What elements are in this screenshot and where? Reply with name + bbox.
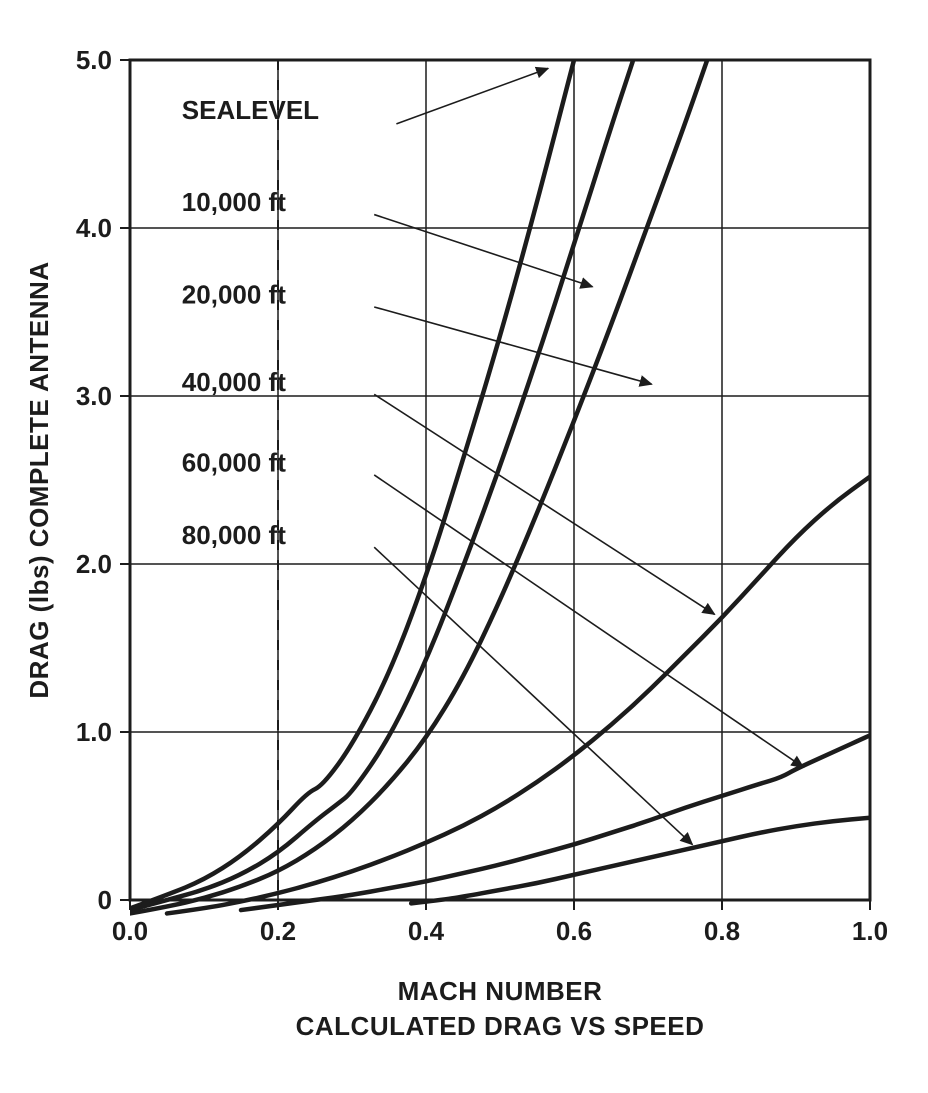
- y-tick-label: 0: [98, 885, 112, 915]
- x-tick-label: 0.0: [112, 916, 148, 946]
- x-tick-label: 1.0: [852, 916, 888, 946]
- x-axis-title-2: CALCULATED DRAG VS SPEED: [296, 1011, 705, 1041]
- chart-svg: 0 1.0 2.0 3.0 4.0 5.0 0.0 0.2 0.4 0.6 0.8 1.0 SEALEV…: [0, 0, 928, 1093]
- series-label-SEALEVEL: SEALEVEL: [182, 95, 319, 125]
- series-arrow-SEALEVEL: [396, 68, 548, 123]
- series-arrow-10000ft: [374, 215, 592, 287]
- series-80000ft: [411, 818, 870, 904]
- series-label-40000ft: 40,000 ft: [182, 367, 286, 397]
- series-arrow-60000ft: [374, 475, 803, 767]
- y-axis-title: DRAG (lbs) COMPLETE ANTENNA: [24, 261, 54, 698]
- x-tick-label: 0.8: [704, 916, 740, 946]
- plot-border: [130, 60, 870, 900]
- y-tick-label: 5.0: [76, 45, 112, 75]
- y-tick-label: 3.0: [76, 381, 112, 411]
- x-tick-label: 0.2: [260, 916, 296, 946]
- x-axis-title-1: MACH NUMBER: [398, 976, 603, 1006]
- y-tick-label: 1.0: [76, 717, 112, 747]
- x-tick-label: 0.6: [556, 916, 592, 946]
- drag-chart: 0 1.0 2.0 3.0 4.0 5.0 0.0 0.2 0.4 0.6 0.8 1.0 SEALEV…: [0, 0, 928, 1093]
- series-arrow-20000ft: [374, 307, 652, 384]
- series-label-20000ft: 20,000 ft: [182, 280, 286, 310]
- y-tick-label: 2.0: [76, 549, 112, 579]
- series-label-80000ft: 80,000 ft: [182, 520, 286, 550]
- series-label-10000ft: 10,000 ft: [182, 187, 286, 217]
- series-label-60000ft: 60,000 ft: [182, 448, 286, 478]
- x-tick-label: 0.4: [408, 916, 445, 946]
- series-60000ft: [241, 735, 870, 910]
- y-tick-label: 4.0: [76, 213, 112, 243]
